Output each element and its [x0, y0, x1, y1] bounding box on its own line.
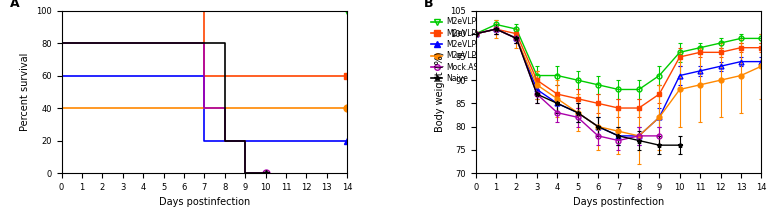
Y-axis label: Body weight (%): Body weight (%): [434, 51, 444, 132]
Text: B: B: [424, 0, 434, 10]
Y-axis label: Percent survival: Percent survival: [21, 53, 31, 131]
Legend: M2eVLP.AS04, M2eVLP.MPL, M2eVLP.Alum, M2eVLP, Mock.AS04, Naive: M2eVLP.AS04, M2eVLP.MPL, M2eVLP.Alum, M2…: [428, 14, 501, 86]
X-axis label: Days postinfection: Days postinfection: [573, 197, 664, 207]
X-axis label: Days postinfection: Days postinfection: [158, 197, 250, 207]
Text: A: A: [10, 0, 20, 10]
